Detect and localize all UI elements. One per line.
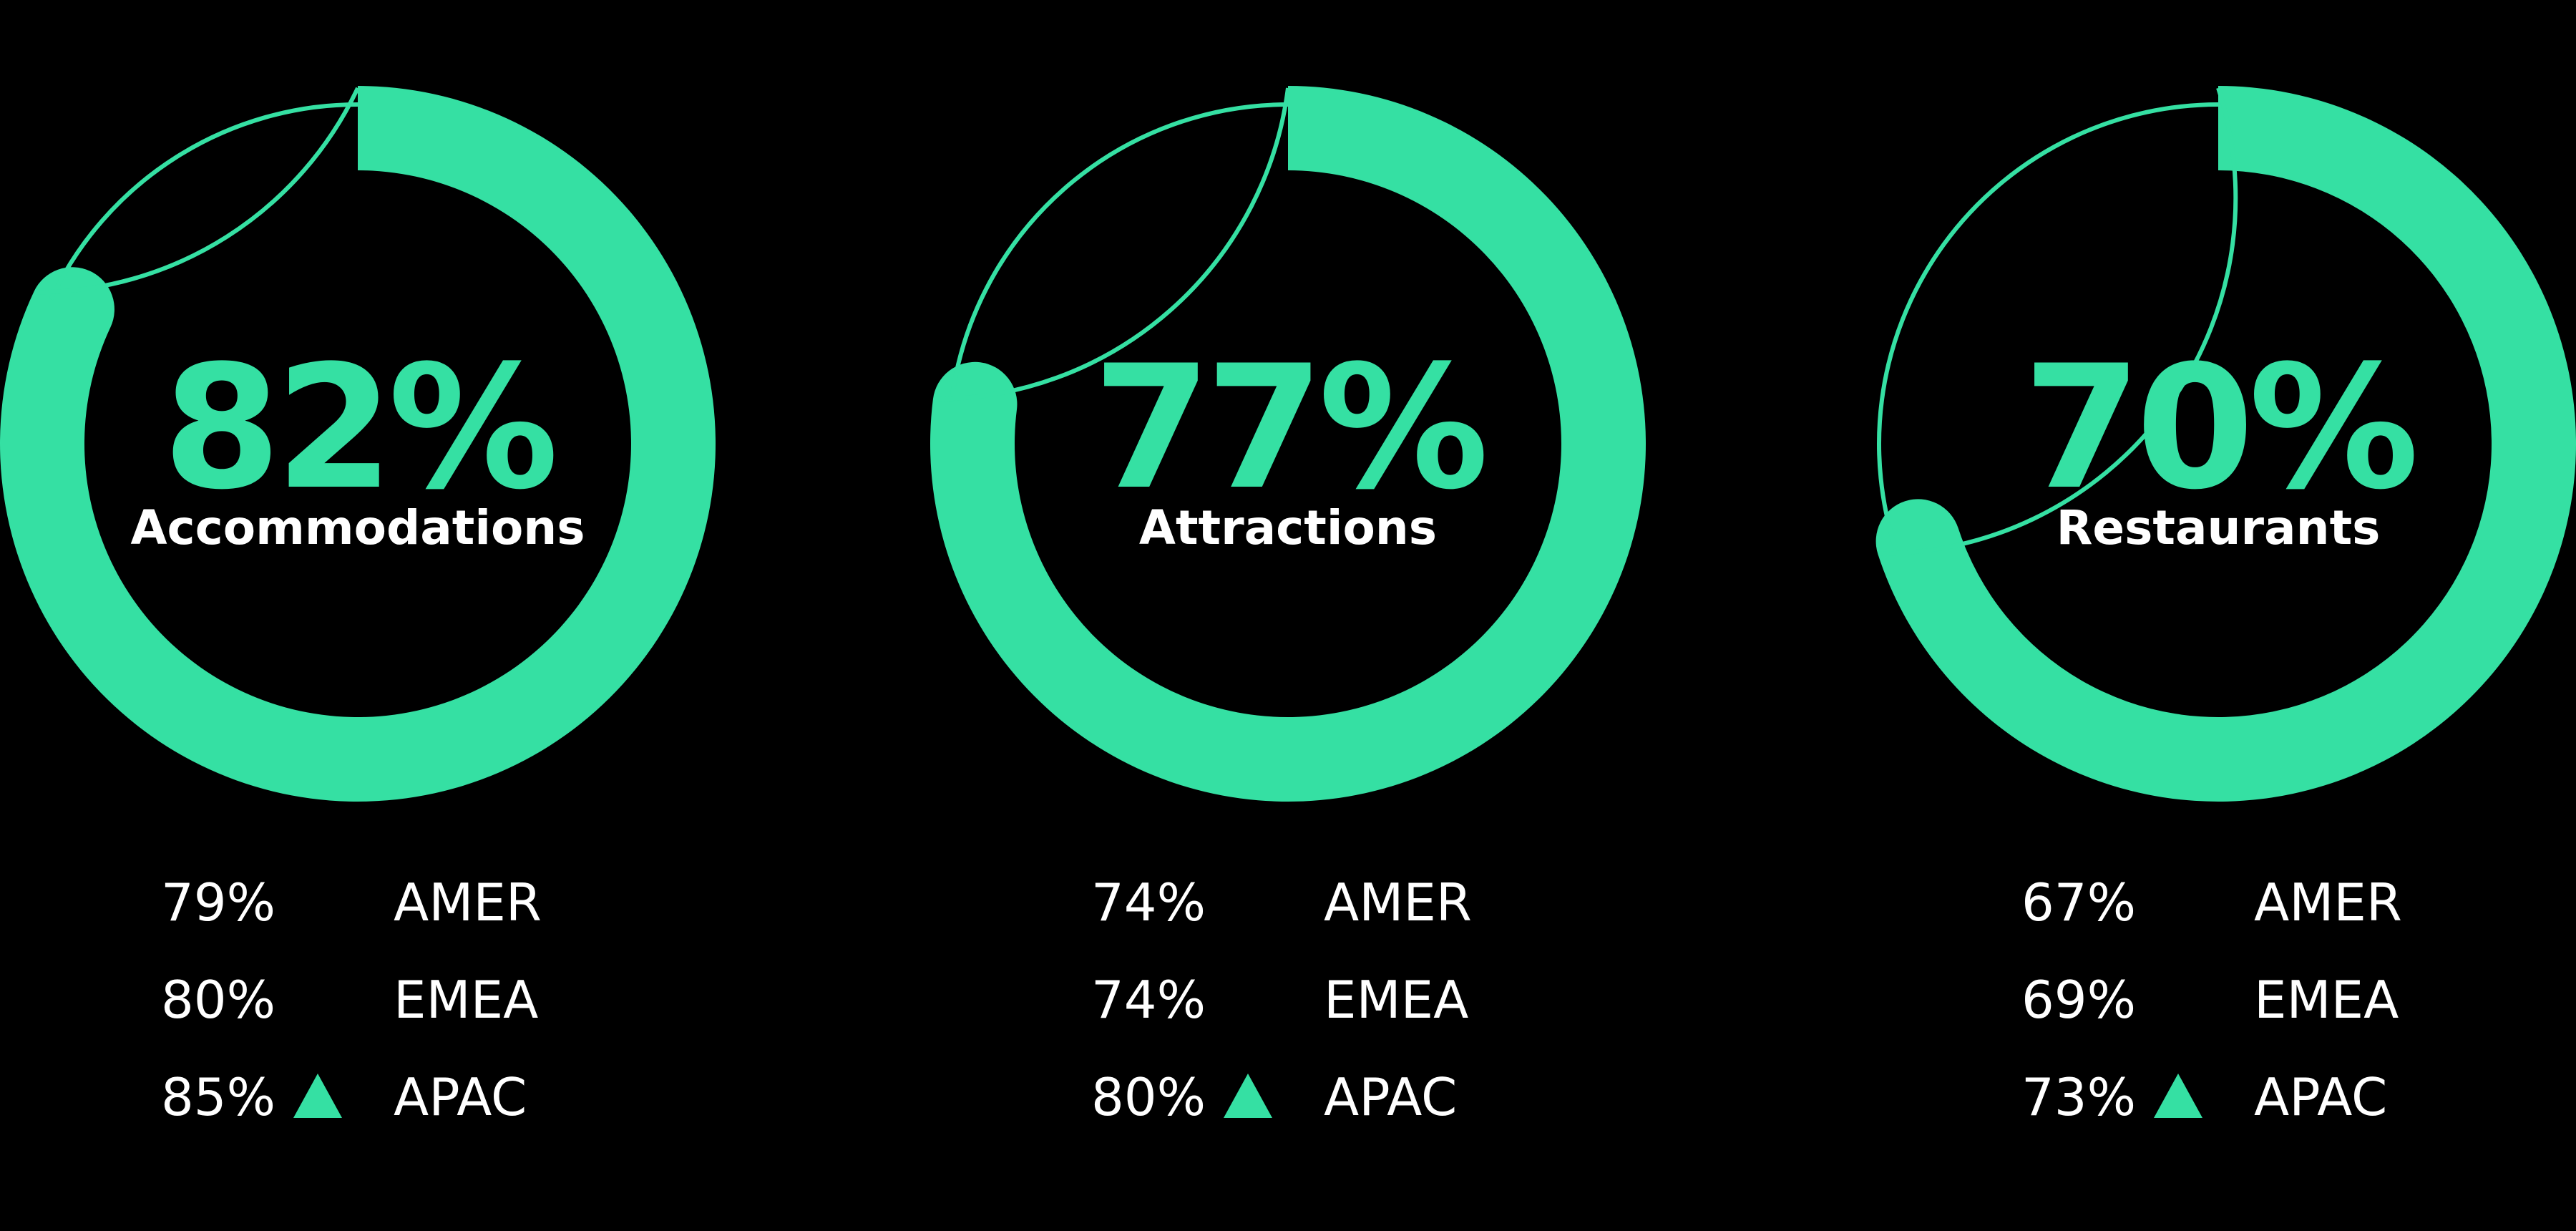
region-row: 80% APAC xyxy=(1091,1067,1457,1127)
region-row: 69% EMEA xyxy=(2021,970,2399,1030)
donut-remainder-outline xyxy=(36,87,360,295)
donut-remainder-outline xyxy=(1880,87,2238,556)
trend-up-icon xyxy=(2154,1074,2202,1118)
region-name: AMER xyxy=(394,872,542,933)
region-name: APAC xyxy=(2254,1067,2387,1127)
region-row: 74% AMER xyxy=(1091,872,1472,933)
donut-value-label: 77% xyxy=(1093,329,1483,527)
donut-chart: 82%Accommodations 79% AMER 80% EMEA 85% APAC xyxy=(0,86,716,1127)
donut-remainder-arc xyxy=(49,102,358,301)
donut-remainder-arc xyxy=(949,102,1288,402)
region-name: EMEA xyxy=(1324,970,1468,1030)
region-row: 85% APAC xyxy=(161,1067,527,1127)
region-name: EMEA xyxy=(394,970,538,1030)
donut-category-label: Accommodations xyxy=(130,500,585,555)
region-value: 67% xyxy=(2021,872,2136,933)
region-name: AMER xyxy=(1324,872,1472,933)
region-value: 80% xyxy=(161,970,275,1030)
region-name: EMEA xyxy=(2254,970,2399,1030)
donut-chart: 70%Restaurants 67% AMER 69% EMEA 73% APAC xyxy=(1875,86,2576,1127)
donut-value-label: 70% xyxy=(2023,329,2414,527)
region-value: 69% xyxy=(2021,970,2136,1030)
donut-chart: 77%Attractions 74% AMER 74% EMEA 80% APAC xyxy=(930,86,1646,1127)
region-row: 80% EMEA xyxy=(161,970,538,1030)
region-name: AMER xyxy=(2254,872,2402,933)
donut-remainder-arc xyxy=(1877,102,2218,550)
donut-category-label: Restaurants xyxy=(2057,500,2381,555)
donut-remainder-outline xyxy=(935,87,1290,402)
donut-value-label: 82% xyxy=(162,329,553,527)
region-row: 73% APAC xyxy=(2021,1067,2387,1127)
region-value: 85% xyxy=(161,1067,275,1127)
region-value: 73% xyxy=(2021,1067,2136,1127)
trend-up-icon xyxy=(293,1074,342,1118)
region-value: 74% xyxy=(1091,970,1206,1030)
donut-category-label: Attractions xyxy=(1139,500,1437,555)
region-row: 67% AMER xyxy=(2021,872,2402,933)
region-value: 79% xyxy=(161,872,275,933)
region-value: 80% xyxy=(1091,1067,1206,1127)
trend-up-icon xyxy=(1224,1074,1272,1118)
region-name: APAC xyxy=(394,1067,527,1127)
region-row: 74% EMEA xyxy=(1091,970,1468,1030)
region-row: 79% AMER xyxy=(161,872,542,933)
region-name: APAC xyxy=(1324,1067,1457,1127)
region-value: 74% xyxy=(1091,872,1206,933)
